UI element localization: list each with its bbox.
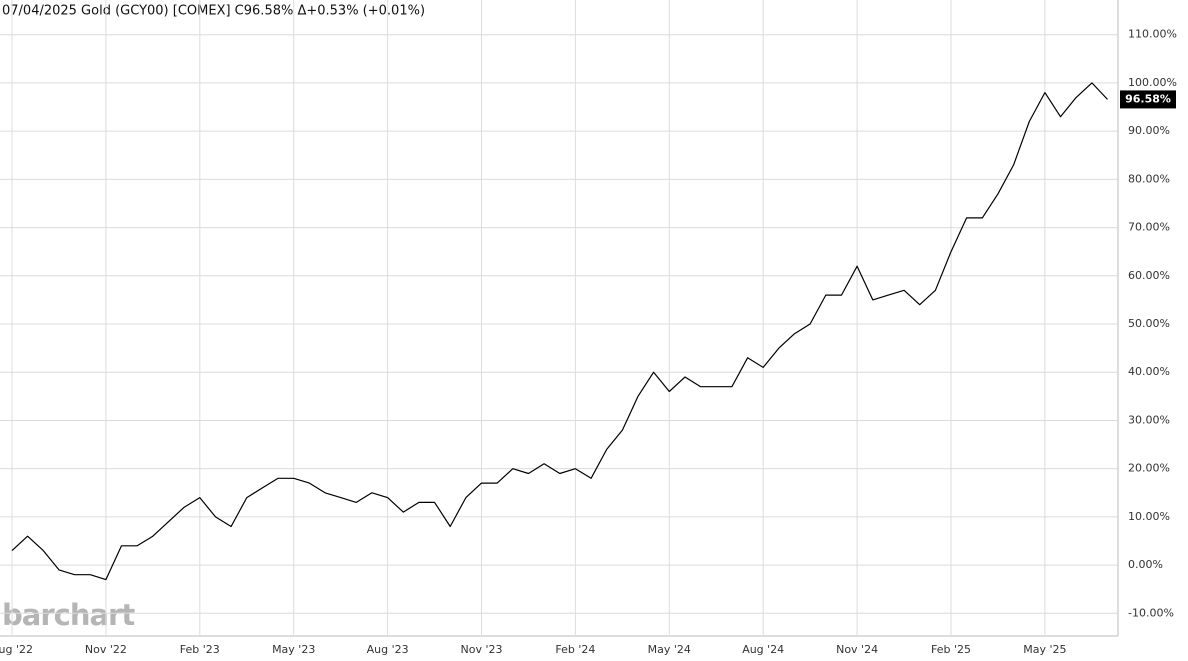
x-tick-label: Nov '22 [85, 643, 127, 656]
logo: barchart [2, 598, 135, 632]
y-tick-label: 40.00% [1128, 365, 1170, 378]
last-value-label: 96.58% [1125, 92, 1171, 105]
y-tick-label: 20.00% [1128, 462, 1170, 475]
y-tick-label: 60.00% [1128, 269, 1170, 282]
x-tick-label: Feb '25 [931, 643, 971, 656]
x-tick-label: May '24 [648, 643, 691, 656]
x-tick-label: May '25 [1023, 643, 1066, 656]
x-tick-label: Feb '24 [555, 643, 595, 656]
y-tick-label: 70.00% [1128, 221, 1170, 234]
x-tick-label: Feb '23 [180, 643, 220, 656]
x-tick-label: Aug '23 [367, 643, 409, 656]
last-value-tag [1120, 90, 1176, 109]
y-tick-label: 30.00% [1128, 413, 1170, 426]
x-tick-label: Aug '24 [742, 643, 784, 656]
x-tick-label: Nov '23 [461, 643, 503, 656]
y-tick-label: 90.00% [1128, 124, 1170, 137]
chart-title: 07/04/2025 Gold (GCY00) [COMEX] C96.58% … [2, 4, 425, 19]
y-tick-label: 50.00% [1128, 317, 1170, 330]
y-tick-label: 110.00% [1128, 28, 1177, 41]
y-tick-label: 80.00% [1128, 172, 1170, 185]
y-tick-label: 100.00% [1128, 76, 1177, 89]
y-tick-label: 10.00% [1128, 510, 1170, 523]
x-tick-label: Aug '22 [0, 643, 33, 656]
price-line [11, 82, 1108, 581]
y-tick-label: -10.00% [1128, 606, 1174, 619]
y-tick-label: 0.00% [1128, 558, 1163, 571]
x-tick-label: May '23 [272, 643, 315, 656]
x-tick-label: Nov '24 [836, 643, 878, 656]
